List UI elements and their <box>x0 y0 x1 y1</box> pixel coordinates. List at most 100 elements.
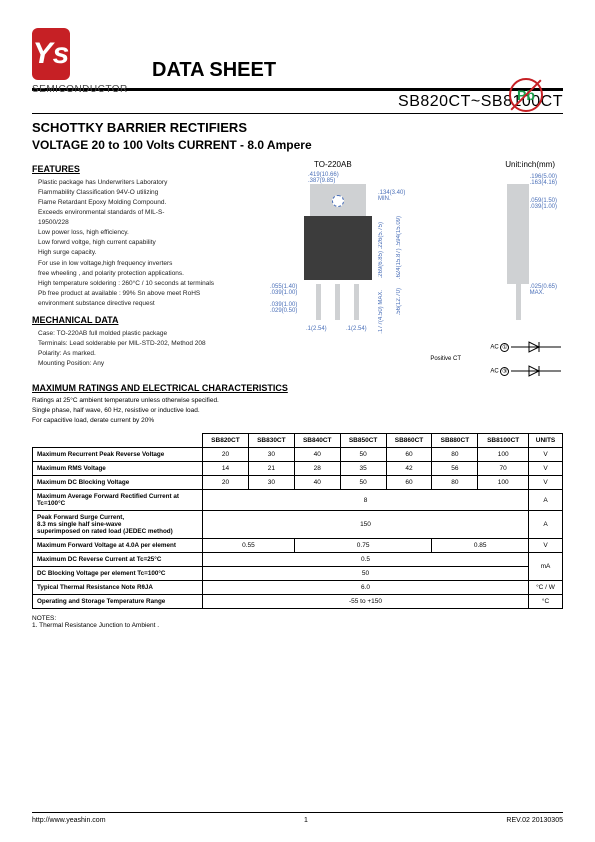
page-footer: http://www.yeashin.com 1 REV.02 20130305 <box>32 812 563 824</box>
table-cell: 60 <box>386 476 432 490</box>
table-cell: 0.85 <box>432 539 529 553</box>
footer-page-number: 1 <box>304 817 308 824</box>
table-cell: 28 <box>294 462 340 476</box>
table-unit-cell: V <box>529 476 563 490</box>
table-col-header: SB8100CT <box>478 434 529 448</box>
ratings-note-line: Single phase, half wave, 60 Hz, resistiv… <box>32 406 563 416</box>
table-cell: 0.75 <box>294 539 432 553</box>
table-cell: 100 <box>478 476 529 490</box>
table-header-empty <box>33 434 203 448</box>
table-row: Maximum Forward Voltage at 4.0A per elem… <box>33 539 563 553</box>
dim-a: .419(10.66).387(9.85) <box>308 172 339 184</box>
table-cell: 80 <box>432 476 478 490</box>
table-cell: 40 <box>294 476 340 490</box>
dim-c: .269(6.85) .226(5.75) <box>378 222 384 278</box>
table-cell: 60 <box>386 448 432 462</box>
divider-thin <box>32 113 563 114</box>
table-cell: 42 <box>386 462 432 476</box>
ratings-note-line: For capacitive load, derate current by 2… <box>32 416 563 426</box>
feature-item: For use in low voltage,high frequency in… <box>38 259 262 269</box>
model-row: SB820CT~SB8100CT <box>32 93 563 111</box>
table-row: Maximum RMS Voltage14212835425670V <box>33 462 563 476</box>
table-row: Maximum DC Blocking Voltage2030405060801… <box>33 476 563 490</box>
package-front-view <box>304 184 372 284</box>
table-col-header: SB840CT <box>294 434 340 448</box>
dim-i2: .1(2.54) <box>346 326 367 332</box>
ratings-note-line: Ratings at 25°C ambient temperature unle… <box>32 396 563 406</box>
right-column: TO-220AB Unit:inch(mm) .419(10.66).387(9… <box>270 158 563 373</box>
product-title-block: SCHOTTKY BARRIER RECTIFIERS VOLTAGE 20 t… <box>32 120 563 152</box>
feature-item: Flame Retardant Epoxy Molding Compound. <box>38 198 262 208</box>
table-row-label: Operating and Storage Temperature Range <box>33 595 203 609</box>
table-row: Peak Forward Surge Current,8.3 ms single… <box>33 511 563 539</box>
table-cell: 100 <box>478 448 529 462</box>
mechanical-item: Terminals: Lead solderable per MIL-STD-2… <box>38 339 262 349</box>
feature-item: Flammability Classification 94V-O utiliz… <box>38 188 262 198</box>
table-row: Maximum Recurrent Peak Reverse Voltage20… <box>33 448 563 462</box>
product-title: SCHOTTKY BARRIER RECTIFIERS <box>32 120 563 135</box>
table-row: DC Blocking Voltage per element Tc=100°C… <box>33 567 563 581</box>
feature-item: environment substance directive request <box>38 299 262 309</box>
table-row-label: Peak Forward Surge Current,8.3 ms single… <box>33 511 203 539</box>
table-cell: 50 <box>340 448 386 462</box>
feature-item: Low forwrd voltge, high current capabili… <box>38 238 262 248</box>
brand-logo: Ys <box>32 28 70 80</box>
ratings-heading: MAXIMUM RATINGS AND ELECTRICAL CHARACTER… <box>32 383 563 393</box>
package-side-lead <box>516 284 521 320</box>
feature-item: High temperature soldering : 260°C / 10 … <box>38 279 262 289</box>
notes-section: NOTES: 1. Thermal Resistance Junction to… <box>32 615 563 629</box>
diode-icon <box>511 339 561 355</box>
product-subtitle: VOLTAGE 20 to 100 Volts CURRENT - 8.0 Am… <box>32 138 563 152</box>
dim-j: .196(5.00).163(4.16) <box>530 174 557 186</box>
left-column: FEATURES Plastic package has Underwriter… <box>32 158 262 373</box>
table-header-row: SB820CT SB830CT SB840CT SB850CT SB860CT … <box>33 434 563 448</box>
table-row-label: Maximum Forward Voltage at 4.0A per elem… <box>33 539 203 553</box>
table-cell: 80 <box>432 448 478 462</box>
table-row-label: DC Blocking Voltage per element Tc=100°C <box>33 567 203 581</box>
table-col-header: SB820CT <box>203 434 249 448</box>
table-col-header-units: UNITS <box>529 434 563 448</box>
table-cell: 0.55 <box>203 539 295 553</box>
table-col-header: SB880CT <box>432 434 478 448</box>
feature-item: Exceeds environmental standards of MIL-S… <box>38 208 262 218</box>
ac-terminal-icon: ① <box>500 343 509 352</box>
table-row: Maximum DC Reverse Current at Tc=25°C0.5… <box>33 553 563 567</box>
dim-e: .055(1.40).039(1.00) <box>270 284 297 296</box>
table-unit-cell: °C / W <box>529 581 563 595</box>
table-cell: 6.0 <box>203 581 529 595</box>
pb-free-badge: Pb <box>509 78 543 112</box>
package-lead <box>354 284 359 320</box>
dim-l: .025(0.65)MAX. <box>530 284 557 296</box>
feature-item: High surge capacity. <box>38 248 262 258</box>
table-row-label: Maximum RMS Voltage <box>33 462 203 476</box>
mechanical-list: Case: TO-220AB full molded plastic packa… <box>32 329 262 369</box>
package-mounting-hole <box>332 195 344 207</box>
circuit-symbol: AC ① Positive CT AC ③ <box>490 339 561 379</box>
table-cell: 21 <box>248 462 294 476</box>
table-cell: 8 <box>203 490 529 511</box>
table-row-label: Maximum Recurrent Peak Reverse Voltage <box>33 448 203 462</box>
notes-line: 1. Thermal Resistance Junction to Ambien… <box>32 622 563 629</box>
package-side-view <box>507 184 529 284</box>
table-cell: 50 <box>203 567 529 581</box>
feature-item: Low power loss, high efficiency. <box>38 228 262 238</box>
dim-f: .039(1.00).029(0.50) <box>270 302 297 314</box>
package-diagram: TO-220AB Unit:inch(mm) .419(10.66).387(9… <box>270 158 563 373</box>
mechanical-heading: MECHANICAL DATA <box>32 315 262 325</box>
package-lead <box>335 284 340 320</box>
table-unit-cell: V <box>529 462 563 476</box>
dim-i: .1(2.54) <box>306 326 327 332</box>
feature-item: free wheeling , and polarity protection … <box>38 269 262 279</box>
notes-heading: NOTES: <box>32 615 563 622</box>
table-cell: 20 <box>203 476 249 490</box>
two-column-layout: FEATURES Plastic package has Underwriter… <box>32 158 563 373</box>
table-unit-cell: A <box>529 511 563 539</box>
table-row: Operating and Storage Temperature Range-… <box>33 595 563 609</box>
dim-d: .624(15.87) .594(15.09) <box>396 216 402 279</box>
ac-label-1: AC <box>490 345 498 351</box>
table-cell: 0.5 <box>203 553 529 567</box>
table-cell: 20 <box>203 448 249 462</box>
feature-item: Pb free product at available : 99% Sn ab… <box>38 289 262 299</box>
table-unit-cell: A <box>529 490 563 511</box>
table-cell: 50 <box>340 476 386 490</box>
